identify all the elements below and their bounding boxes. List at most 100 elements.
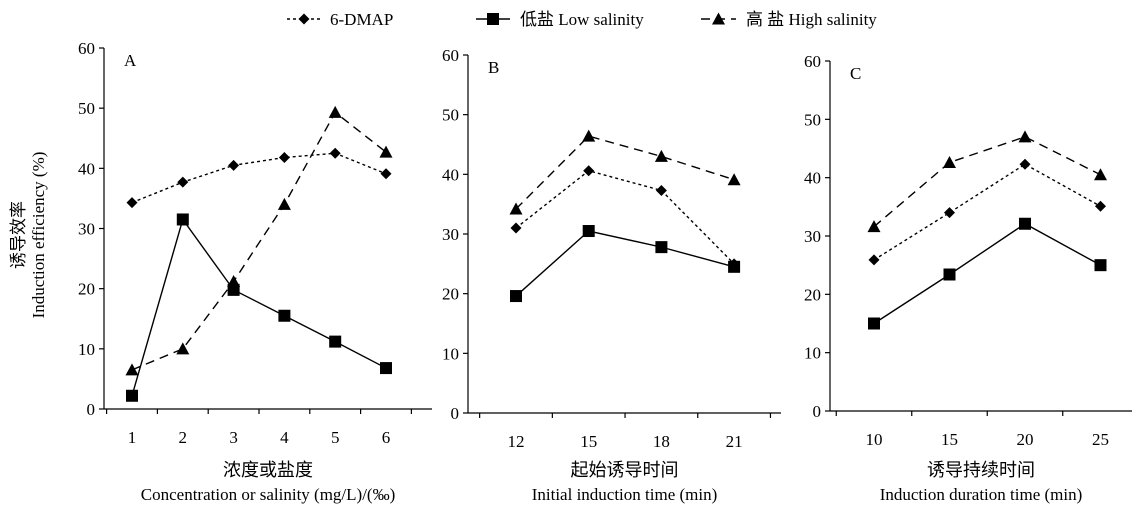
x-tick-label: 21 xyxy=(726,432,743,451)
legend-label: 6-DMAP xyxy=(330,10,393,29)
data-point xyxy=(329,147,341,159)
x-tick-label: 18 xyxy=(653,432,670,451)
data-point xyxy=(278,309,291,322)
series-2 xyxy=(126,213,392,402)
x-tick-label: 4 xyxy=(280,428,289,447)
data-point xyxy=(943,268,956,281)
series-line xyxy=(131,152,387,204)
data-point xyxy=(867,220,881,233)
y-tick-label: 10 xyxy=(78,340,95,359)
series-3 xyxy=(125,105,393,376)
y-tick-label: 20 xyxy=(804,285,821,304)
x-tick-label: 25 xyxy=(1092,430,1109,449)
x-axis-label-en: Concentration or salinity (mg/L)/(‰) xyxy=(141,485,395,504)
series-line xyxy=(131,217,387,396)
legend-marker xyxy=(487,13,499,25)
series-3 xyxy=(509,129,741,215)
data-point xyxy=(126,197,138,209)
y-tick-label: 60 xyxy=(804,52,821,71)
y-tick-label: 60 xyxy=(78,39,95,58)
y-tick-label: 30 xyxy=(442,225,459,244)
series-line xyxy=(515,135,735,210)
chart-panel-C: 0 10 20 30 40 50 60 10 15 20 25 C 诱导持续时间 Induction du… xyxy=(804,52,1132,504)
series-line xyxy=(873,222,1101,325)
legend-label: 高 盐 High salinity xyxy=(746,10,877,29)
legend: 6-DMAP 低盐 Low salinity 高 盐 High salinity xyxy=(287,10,877,29)
x-tick-label: 2 xyxy=(179,428,188,447)
data-point xyxy=(176,213,189,226)
y-tick-label: 0 xyxy=(813,402,822,421)
legend-item-2: 低盐 Low salinity xyxy=(476,10,644,29)
y-tick-label: 0 xyxy=(87,400,96,419)
x-tick-label: 3 xyxy=(229,428,238,447)
data-point xyxy=(655,184,667,196)
series-line xyxy=(873,136,1101,228)
x-tick-label: 12 xyxy=(508,432,525,451)
data-point xyxy=(227,274,241,287)
y-tick-label: 20 xyxy=(442,285,459,304)
chart-panel-A: 0 10 20 30 40 50 60 1 2 3 4 5 6 A 浓度或盐度 Concentration o… xyxy=(78,39,432,504)
data-point xyxy=(177,176,189,188)
data-point xyxy=(510,222,522,234)
x-axis-label-en: Induction duration time (min) xyxy=(880,485,1083,504)
data-point xyxy=(582,129,596,142)
series-line xyxy=(515,230,735,297)
series-2 xyxy=(510,225,741,303)
data-point xyxy=(277,197,291,210)
x-tick-label: 15 xyxy=(941,430,958,449)
data-point xyxy=(510,290,522,303)
x-axis-label-cn: 诱导持续时间 xyxy=(927,460,1035,480)
y-tick-label: 40 xyxy=(442,165,459,184)
x-tick-label: 15 xyxy=(580,432,597,451)
data-point xyxy=(1019,158,1031,170)
x-axis-label-en: Initial induction time (min) xyxy=(532,485,718,504)
series-line xyxy=(515,169,735,265)
data-point xyxy=(126,389,138,402)
data-point xyxy=(228,159,240,171)
y-tick-label: 30 xyxy=(78,220,95,239)
y-tick-label: 0 xyxy=(451,404,460,423)
x-tick-label: 20 xyxy=(1017,430,1034,449)
y-tick-label: 30 xyxy=(804,227,821,246)
y-tick-label: 40 xyxy=(78,159,95,178)
y-tick-label: 20 xyxy=(78,280,95,299)
legend-marker xyxy=(298,13,310,25)
y-tick-label: 40 xyxy=(804,169,821,188)
data-point xyxy=(329,335,342,348)
legend-marker xyxy=(712,12,725,25)
legend-item-3: 高 盐 High salinity xyxy=(701,10,877,29)
data-point xyxy=(278,152,290,164)
data-point xyxy=(583,165,595,177)
data-point xyxy=(654,149,668,162)
data-point xyxy=(582,225,595,238)
chart-panel-B: 0 10 20 30 40 50 60 12 15 18 21 B 起始诱导时间 Initial indu… xyxy=(442,46,781,504)
y-axis-label-cn: 诱导效率 xyxy=(9,201,28,269)
series-1 xyxy=(510,165,740,270)
x-tick-label: 10 xyxy=(866,430,883,449)
data-point xyxy=(328,105,342,118)
x-axis-label-cn: 起始诱导时间 xyxy=(571,460,679,480)
y-tick-label: 50 xyxy=(442,106,459,125)
data-point xyxy=(728,260,741,273)
legend-label: 低盐 Low salinity xyxy=(520,10,644,29)
data-point xyxy=(944,207,955,219)
data-point xyxy=(655,241,668,254)
series-3 xyxy=(867,130,1107,233)
panel-label: A xyxy=(124,51,137,70)
data-point xyxy=(727,173,741,186)
x-tick-label: 5 xyxy=(331,428,340,447)
y-axis-label-en: Induction efficiency (%) xyxy=(29,152,48,319)
data-point xyxy=(943,156,956,168)
series-1 xyxy=(868,158,1106,266)
y-tick-label: 60 xyxy=(442,46,459,65)
y-tick-label: 10 xyxy=(804,344,821,363)
data-point xyxy=(1019,217,1031,230)
series-line xyxy=(131,111,387,371)
data-point xyxy=(868,317,880,330)
y-tick-label: 50 xyxy=(804,110,821,129)
data-point xyxy=(176,342,190,355)
data-point xyxy=(380,168,392,180)
data-point xyxy=(509,202,523,215)
